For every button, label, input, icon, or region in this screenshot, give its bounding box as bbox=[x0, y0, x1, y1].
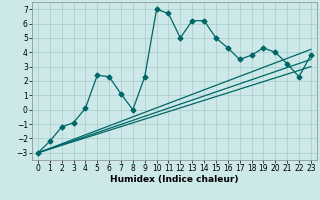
X-axis label: Humidex (Indice chaleur): Humidex (Indice chaleur) bbox=[110, 175, 239, 184]
